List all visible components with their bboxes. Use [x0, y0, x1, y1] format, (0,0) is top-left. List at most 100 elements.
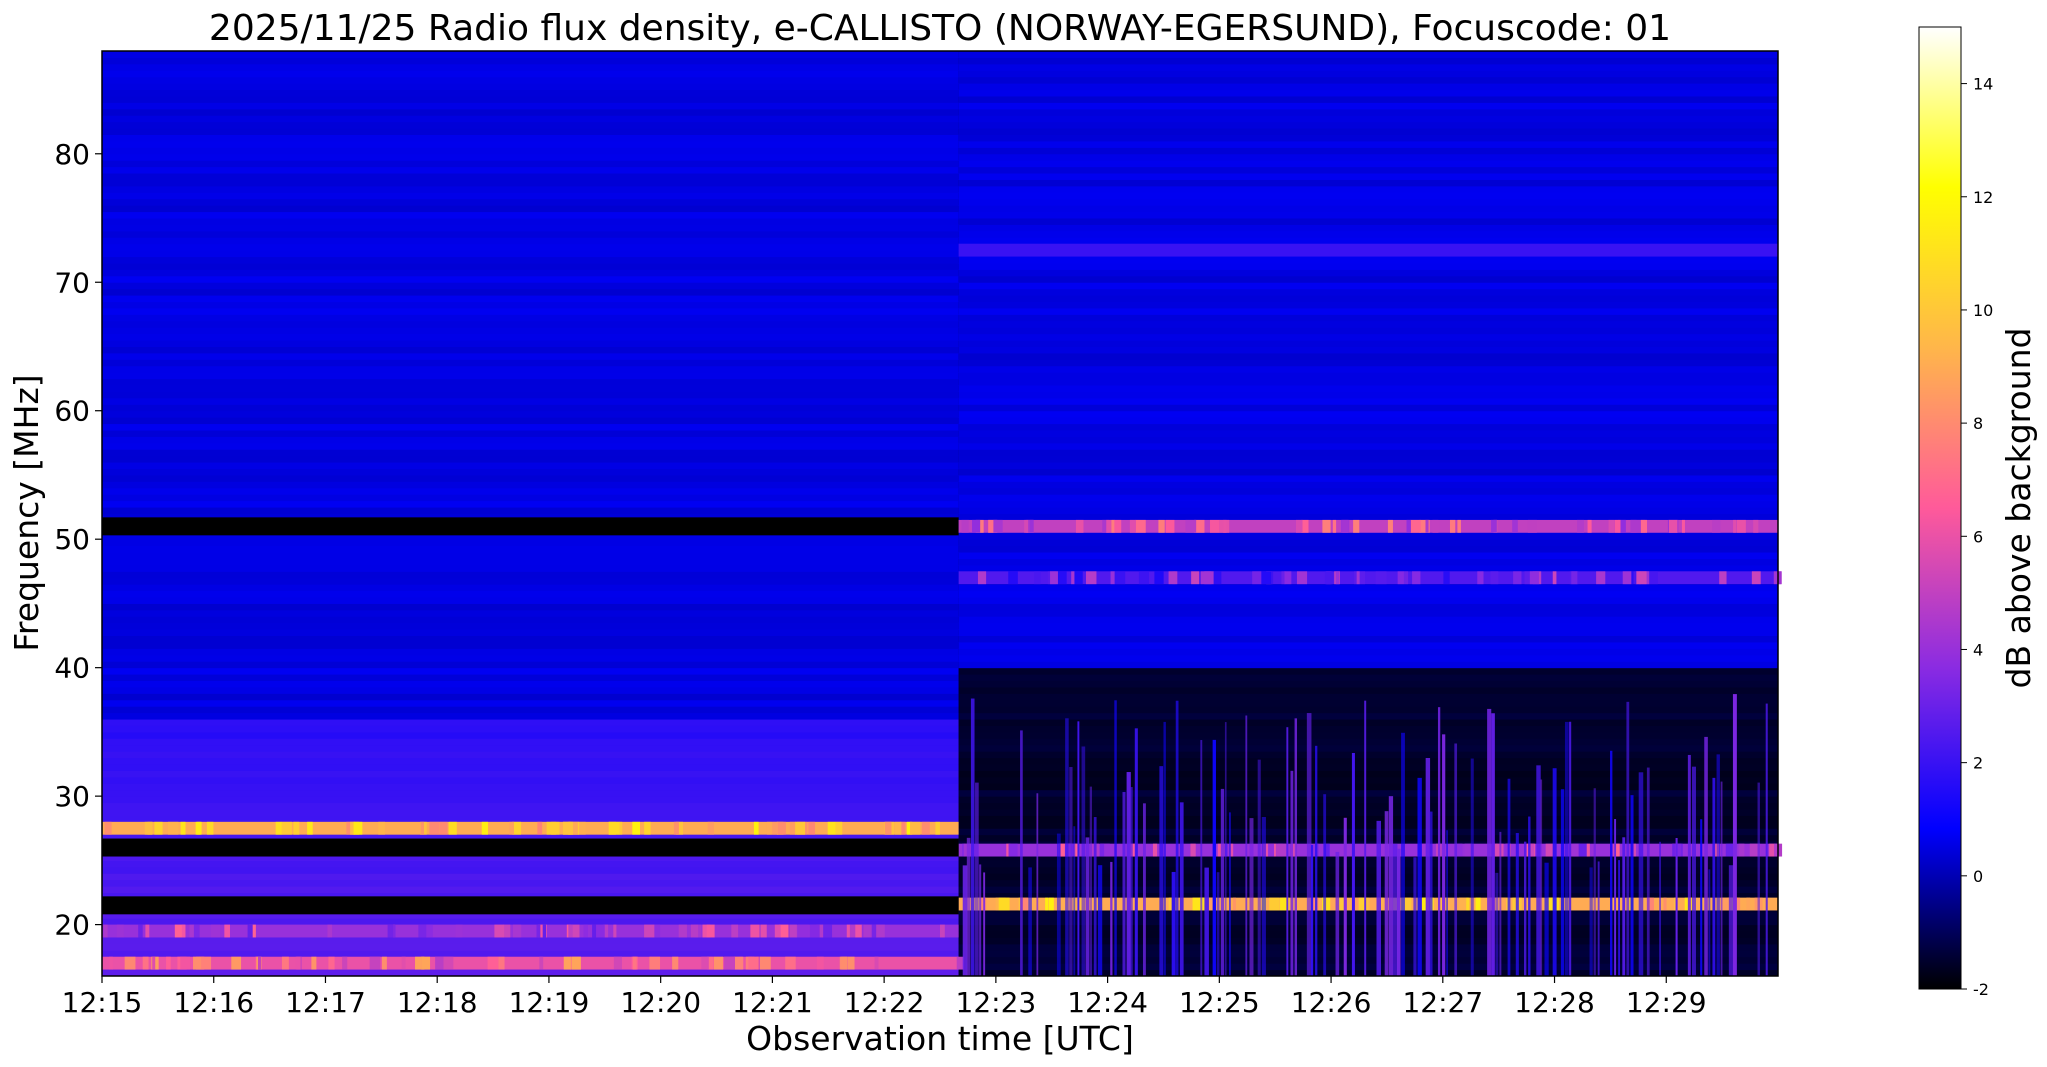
- x-tick-label: 12:23: [956, 986, 1037, 1019]
- heatmap-row: [958, 931, 1778, 938]
- x-axis-ticks: 12:15 12:16 12:17 12:18 12:19 12:20 12:21 12:22…: [62, 976, 1707, 1019]
- heatmap-band-speckle: [142, 956, 149, 970]
- heatmap-row: [102, 539, 959, 547]
- heatmap-row: [102, 333, 959, 341]
- heatmap-row: [102, 725, 959, 733]
- heatmap-row: [102, 346, 959, 354]
- heatmap-band-speckle: [1192, 897, 1202, 911]
- heatmap-spike: [1630, 795, 1634, 976]
- heatmap-spike: [1429, 811, 1433, 976]
- heatmap-band-speckle: [578, 821, 586, 835]
- heatmap-spike: [1495, 872, 1499, 976]
- heatmap-band-speckle: [1284, 571, 1292, 585]
- heatmap-row: [102, 269, 959, 277]
- heatmap-band-speckle: [1138, 571, 1150, 585]
- heatmap-band-speckle: [193, 924, 200, 938]
- heatmap-row: [102, 892, 959, 900]
- heatmap-spike: [1437, 707, 1441, 976]
- heatmap-band-speckle: [1738, 843, 1745, 857]
- heatmap-band-speckle: [1168, 571, 1178, 585]
- heatmap-band-speckle: [378, 821, 385, 835]
- heatmap-row: [102, 455, 959, 463]
- heatmap-row: [958, 950, 1778, 958]
- heatmap-band-speckle: [1291, 843, 1297, 857]
- heatmap-band-speckle: [195, 821, 202, 835]
- heatmap-band-speckle: [1608, 519, 1615, 533]
- heatmap-row: [958, 494, 1778, 502]
- heatmap-band-speckle: [706, 924, 715, 938]
- heatmap-row: [102, 160, 959, 168]
- heatmap-band-speckle: [675, 821, 684, 835]
- heatmap-spike: [1626, 701, 1630, 976]
- x-tick-label: 12:17: [285, 986, 366, 1019]
- heatmap-band-speckle: [1477, 571, 1484, 585]
- heatmap-spike: [1323, 794, 1327, 976]
- heatmap-row: [958, 256, 1778, 264]
- heatmap-band-speckle: [1568, 843, 1579, 857]
- heatmap-spike: [1315, 745, 1318, 976]
- heatmap-spike: [1056, 833, 1061, 976]
- heatmap-spike: [1552, 768, 1557, 976]
- heatmap-row: [958, 391, 1778, 399]
- heatmap-spike: [1097, 865, 1103, 976]
- heatmap-spike: [1142, 803, 1146, 976]
- heatmap-band-speckle: [503, 924, 511, 938]
- heatmap-spike: [1069, 767, 1073, 976]
- heatmap-row: [102, 834, 959, 842]
- heatmap-spike: [1413, 857, 1417, 976]
- heatmap-row: [102, 70, 959, 78]
- colorbar-gradient: [1918, 26, 1962, 990]
- heatmap-band-speckle: [1353, 519, 1360, 533]
- heatmap-row: [958, 346, 1778, 354]
- heatmap-band-speckle: [1261, 571, 1272, 585]
- heatmap-row: [958, 969, 1778, 977]
- heatmap-band-speckle: [816, 956, 824, 970]
- heatmap-band-speckle: [1746, 897, 1751, 911]
- heatmap-row: [102, 250, 959, 258]
- heatmap-band-speckle: [867, 924, 877, 938]
- heatmap-row: [102, 719, 959, 726]
- heatmap-row: [102, 365, 959, 373]
- heatmap-spike: [1622, 837, 1626, 976]
- heatmap-band-speckle: [509, 821, 514, 835]
- heatmap-band-speckle: [562, 821, 573, 835]
- x-axis-label: Observation time [UTC]: [746, 1019, 1134, 1058]
- heatmap-band-speckle: [542, 924, 547, 938]
- y-tick-label: 40: [54, 652, 90, 685]
- heatmap-row: [102, 873, 959, 881]
- heatmap-band-speckle: [707, 956, 714, 970]
- heatmap-band-speckle: [1455, 843, 1463, 857]
- y-tick-label: 20: [54, 909, 90, 942]
- heatmap-row: [102, 731, 959, 739]
- heatmap-spike: [1614, 819, 1617, 976]
- heatmap-band-speckle: [1100, 843, 1110, 857]
- heatmap-row: [958, 378, 1778, 386]
- heatmap-band-speckle: [1008, 843, 1018, 857]
- heatmap-row: [958, 539, 1778, 547]
- y-tick-label: 30: [54, 780, 90, 813]
- heatmap-band-speckle: [180, 821, 186, 835]
- heatmap-spike: [1728, 865, 1734, 976]
- colorbar-ticks: -2 0 2 4 6 8 10 12 14: [1961, 75, 1993, 999]
- heatmap-row: [102, 295, 959, 303]
- heatmap-row: [958, 963, 1778, 971]
- heatmap-band-speckle: [1073, 843, 1079, 857]
- heatmap-row: [958, 102, 1778, 110]
- heatmap-row: [102, 404, 959, 412]
- heatmap-row: [958, 815, 1778, 823]
- heatmap-row: [958, 134, 1778, 142]
- heatmap-spike: [1364, 700, 1367, 976]
- heatmap-band-speckle: [415, 956, 425, 970]
- heatmap-row: [958, 738, 1778, 746]
- heatmap-row: [102, 179, 959, 187]
- heatmap-row: [958, 121, 1778, 129]
- heatmap-band-speckle: [1375, 571, 1387, 585]
- heatmap-band-speckle: [1613, 843, 1620, 857]
- heatmap-row: [958, 333, 1778, 341]
- heatmap-row: [958, 63, 1778, 71]
- heatmap-band-speckle: [1622, 571, 1632, 585]
- heatmap-row: [102, 57, 959, 65]
- heatmap-band-speckle: [583, 924, 588, 938]
- heatmap-row: [102, 352, 959, 360]
- x-tick-label: 12:28: [1514, 986, 1595, 1019]
